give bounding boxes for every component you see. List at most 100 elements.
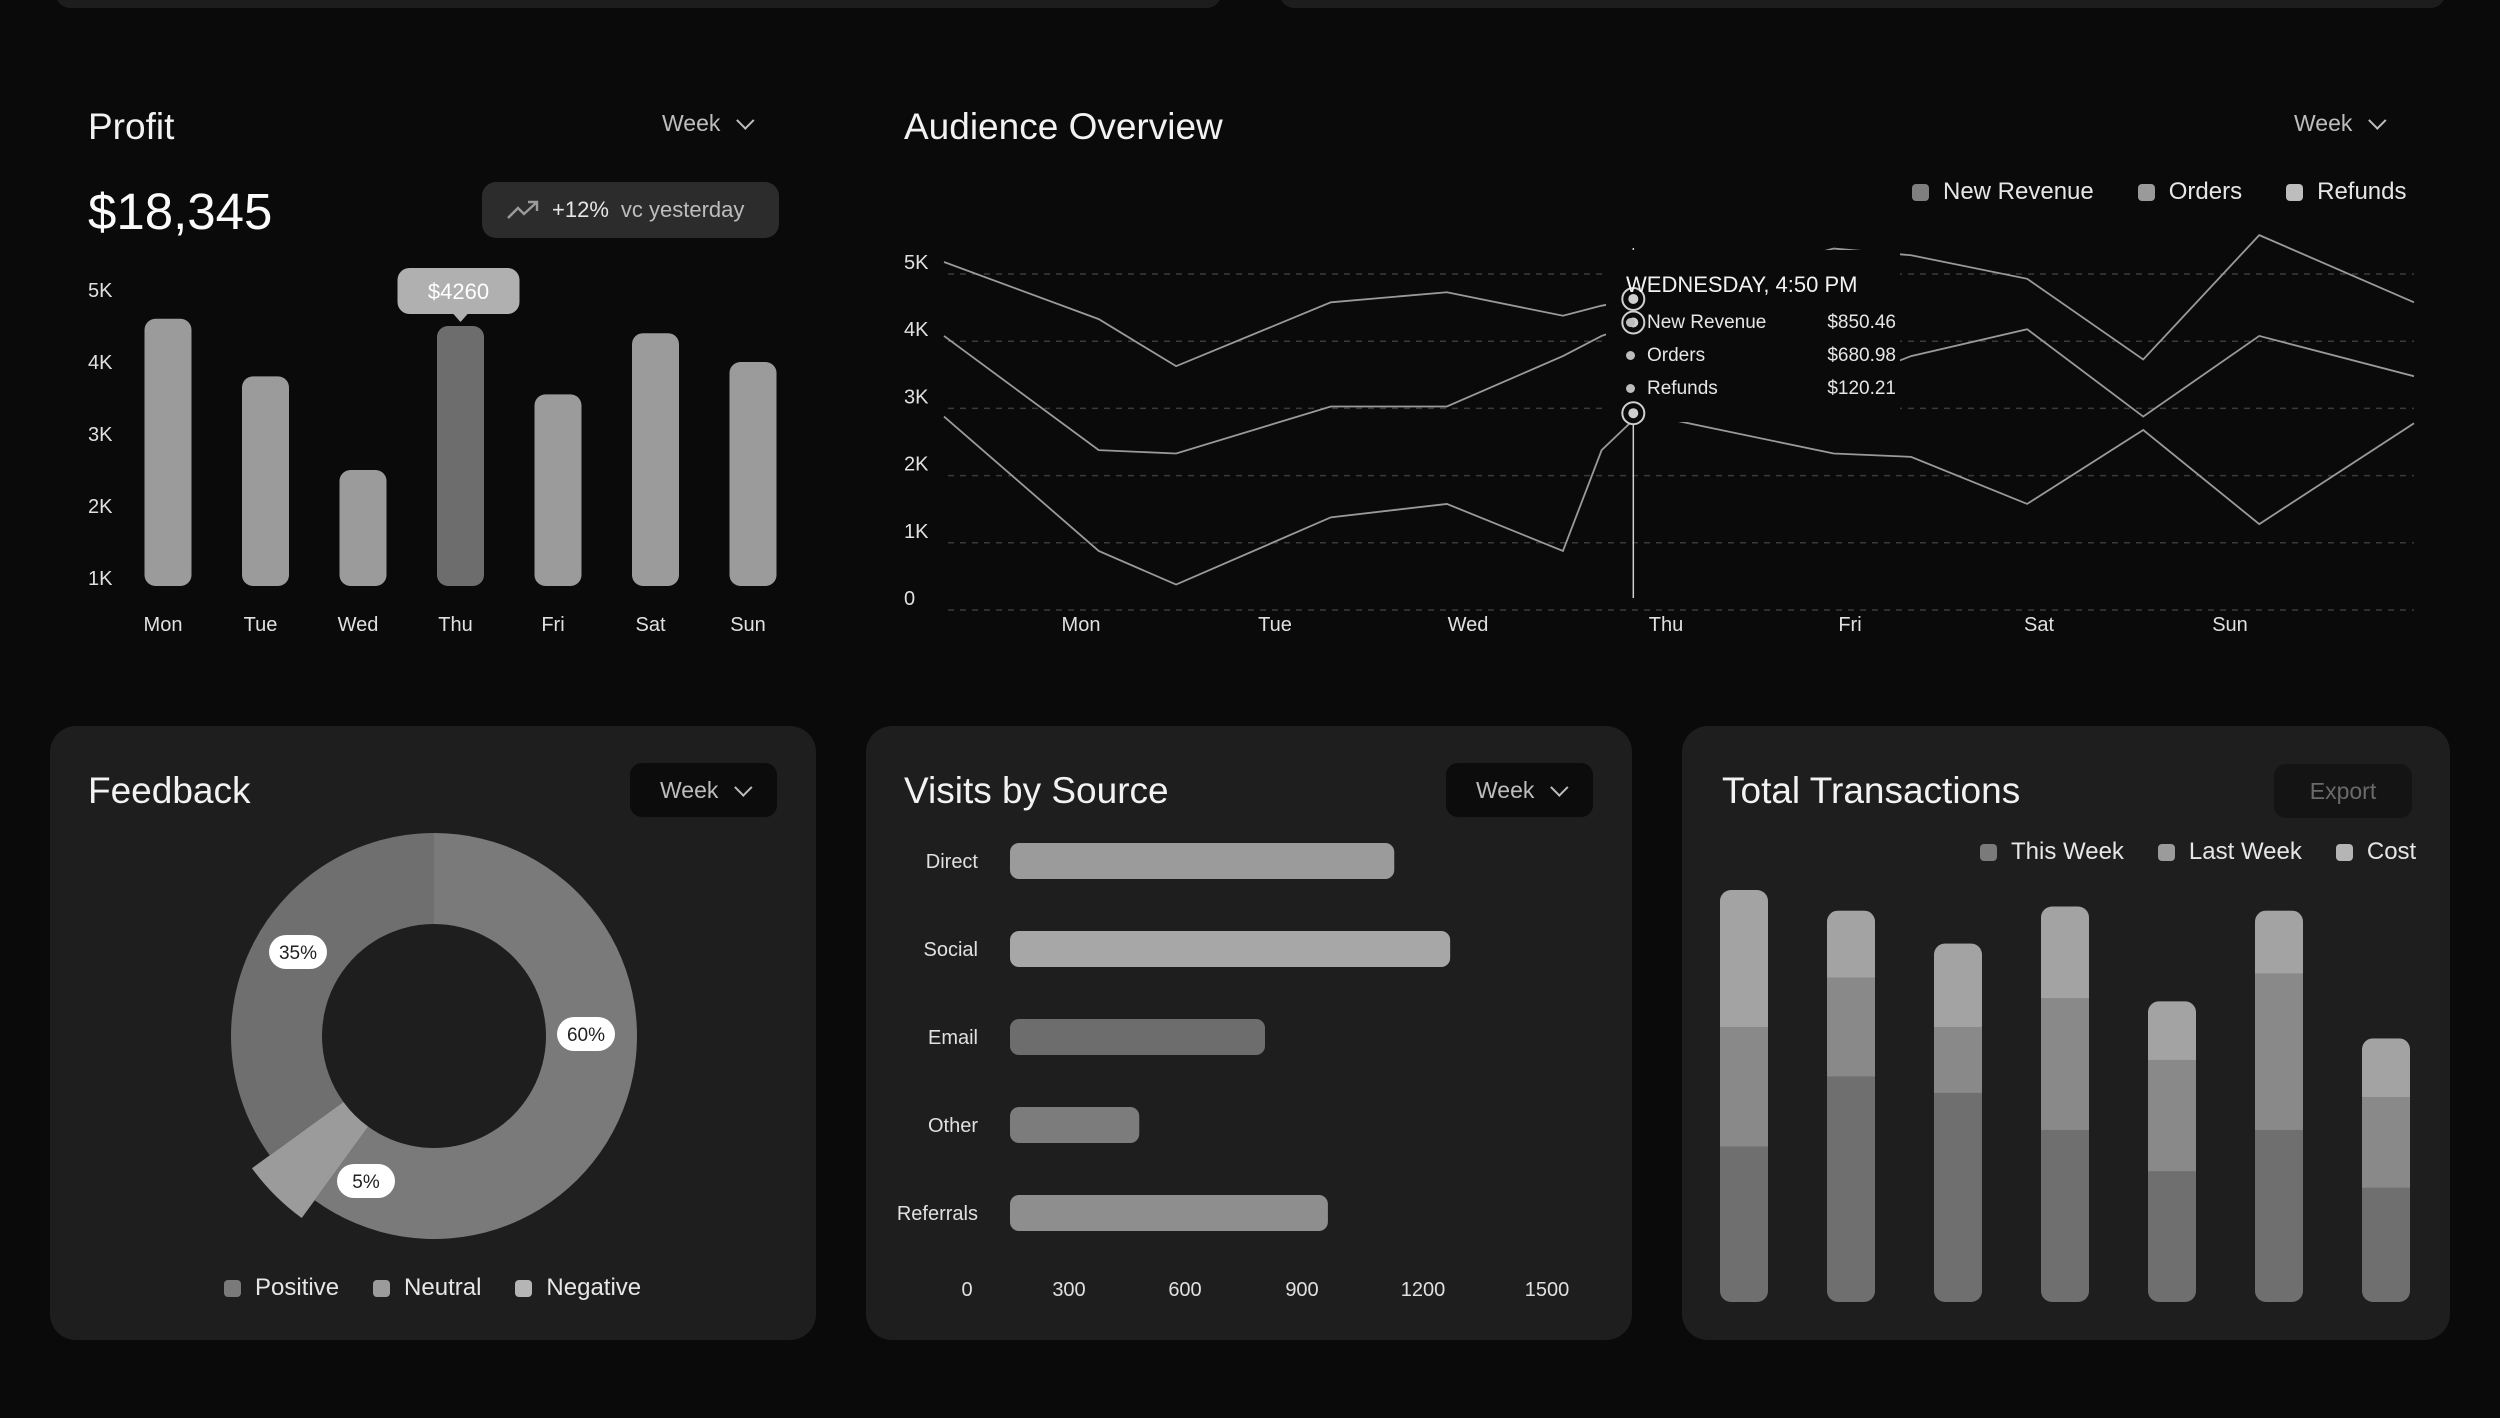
- audience-series-line: [943, 412, 2415, 586]
- export-button[interactable]: Export: [2274, 764, 2412, 818]
- visits-xtick-label: 0: [961, 1279, 972, 1301]
- profit-change-value: +12%: [552, 197, 609, 222]
- transactions-legend: This Week Last Week Cost: [1980, 838, 2416, 866]
- transactions-bar-segment: [2362, 1038, 2410, 1097]
- visits-bar: [1010, 1019, 1266, 1055]
- legend-item-orders: Orders: [2137, 178, 2242, 206]
- transactions-bar: [1827, 910, 1875, 1302]
- transactions-title: Total Transactions: [1722, 770, 2021, 811]
- visits-period-label: Week: [1476, 776, 1535, 803]
- transactions-bar-segment: [1827, 910, 1875, 978]
- profit-xtick-label: Fri: [541, 614, 564, 636]
- visits-bar: [1010, 931, 1451, 967]
- audience-tooltip: WEDNESDAY, 4:50 PM New Revenue $850.46 Or…: [1626, 272, 1896, 405]
- audience-xtick-label: Sun: [2212, 614, 2248, 636]
- legend-item-last-week: Last Week: [2157, 838, 2302, 866]
- feedback-donut-chart: 60% 5% 35%: [231, 833, 637, 1239]
- audience-tooltip-cover: [1606, 250, 1900, 422]
- profit-ytick-label: 1K: [88, 568, 113, 590]
- tooltip-row-orders: Orders $680.98: [1626, 339, 1896, 372]
- visits-bar: [1010, 1107, 1140, 1143]
- transactions-bar-segment: [1934, 1025, 1982, 1093]
- transactions-bar-segment: [1720, 890, 1768, 1027]
- audience-xtick-label: Thu: [1649, 614, 1683, 636]
- transactions-bar-segment: [1934, 1091, 1982, 1302]
- transactions-bar-segment: [1827, 1075, 1875, 1302]
- audience-ytick-label: 3K: [904, 386, 929, 408]
- feedback-period-label: Week: [660, 776, 719, 803]
- profit-xtick-label: Thu: [438, 614, 472, 636]
- transactions-stacked-bar-chart: [1720, 890, 2410, 1302]
- feedback-period-dropdown[interactable]: Week: [630, 763, 778, 817]
- legend-item-neutral: Neutral: [373, 1274, 481, 1302]
- profit-bar: [437, 326, 484, 586]
- feedback-slice-label: 5%: [352, 1172, 380, 1193]
- audience-xtick-label: Fri: [1838, 614, 1861, 636]
- profit-bar-chart: 1K 2K 3K 4K 5K Mon Tue Wed Thu Fri Sat Sun $4260: [88, 268, 777, 636]
- profit-tooltip-value: $4260: [428, 279, 489, 304]
- profit-xtick-label: Sun: [730, 614, 766, 636]
- feedback-title: Feedback: [88, 770, 251, 811]
- transactions-bar: [2255, 910, 2303, 1302]
- legend-item-cost: Cost: [2335, 838, 2416, 866]
- profit-bar: [339, 470, 387, 586]
- audience-ytick-label: 0: [904, 588, 915, 610]
- profit-tooltip-pointer: [452, 313, 469, 322]
- profit-bar: [242, 376, 289, 586]
- tooltip-row-refunds: Refunds $120.21: [1626, 372, 1896, 405]
- profit-bar: [144, 318, 192, 586]
- profit-bar-tooltip: [397, 268, 520, 314]
- visits-xtick-label: 900: [1285, 1279, 1318, 1301]
- feedback-donut-slice: [251, 1101, 369, 1219]
- profit-amount: $18,345: [88, 183, 273, 240]
- profit-xtick-label: Mon: [144, 614, 183, 636]
- top-card-right-edge: [1280, 0, 2445, 8]
- feedback-donut-slice: [314, 833, 637, 1239]
- visits-xtick-label: 600: [1168, 1279, 1201, 1301]
- feedback-slice-label-bg: [269, 935, 327, 969]
- transactions-bar: [2041, 906, 2089, 1302]
- transactions-bar: [2362, 1038, 2410, 1302]
- visits-period-dropdown[interactable]: Week: [1446, 763, 1594, 817]
- transactions-bar-segment: [1720, 1145, 1768, 1302]
- audience-legend: New Revenue Orders Refunds: [1912, 178, 2407, 206]
- legend-item-new-revenue: New Revenue: [1912, 178, 2094, 206]
- legend-item-negative: Negative: [515, 1274, 641, 1302]
- profit-ytick-label: 3K: [88, 424, 113, 446]
- feedback-donut-slice: [231, 833, 434, 1156]
- profit-bar: [729, 362, 777, 586]
- visits-xtick-label: 300: [1052, 1279, 1085, 1301]
- audience-period-label: Week: [2294, 109, 2353, 136]
- audience-xtick-label: Wed: [1448, 614, 1489, 636]
- profit-period-label: Week: [662, 109, 721, 136]
- feedback-slice-label-bg: [337, 1164, 395, 1198]
- audience-ytick-label: 4K: [904, 319, 929, 341]
- audience-xtick-label: Mon: [1062, 614, 1101, 636]
- transactions-bar-segment: [2362, 1096, 2410, 1188]
- transactions-bar-segment: [2148, 1001, 2196, 1060]
- transactions-card: Total Transactions This Week Last Week C…: [1682, 726, 2450, 1340]
- audience-title: Audience Overview: [904, 106, 1223, 147]
- transactions-bar-segment: [2255, 1128, 2303, 1302]
- profit-change-badge: +12% vc yesterday: [482, 182, 779, 238]
- legend-item-this-week: This Week: [1980, 838, 2124, 866]
- profit-xtick-label: Tue: [244, 614, 278, 636]
- profit-change-suffix: vc yesterday: [620, 197, 745, 222]
- transactions-bar: [1934, 943, 1982, 1302]
- tooltip-row-new-revenue: New Revenue $850.46: [1626, 306, 1896, 339]
- profit-bar: [632, 333, 679, 586]
- profit-ytick-label: 4K: [88, 352, 113, 374]
- transactions-bar-segment: [2041, 1128, 2089, 1302]
- transactions-bar-segment: [2148, 1170, 2196, 1302]
- feedback-slice-label: 35%: [279, 943, 317, 964]
- transactions-bar-segment: [2255, 972, 2303, 1130]
- profit-ytick-label: 2K: [88, 496, 113, 518]
- audience-ytick-label: 1K: [904, 521, 929, 543]
- profit-bar: [534, 394, 582, 586]
- audience-period-dropdown[interactable]: Week: [2264, 96, 2411, 150]
- transactions-bar-segment: [2255, 910, 2303, 974]
- profit-title: Profit: [88, 106, 175, 147]
- audience-ytick-label: 2K: [904, 454, 929, 476]
- profit-period-dropdown[interactable]: Week: [632, 96, 779, 150]
- feedback-card: Feedback Week 60% 5% 35% Positive Neutral …: [50, 726, 816, 1340]
